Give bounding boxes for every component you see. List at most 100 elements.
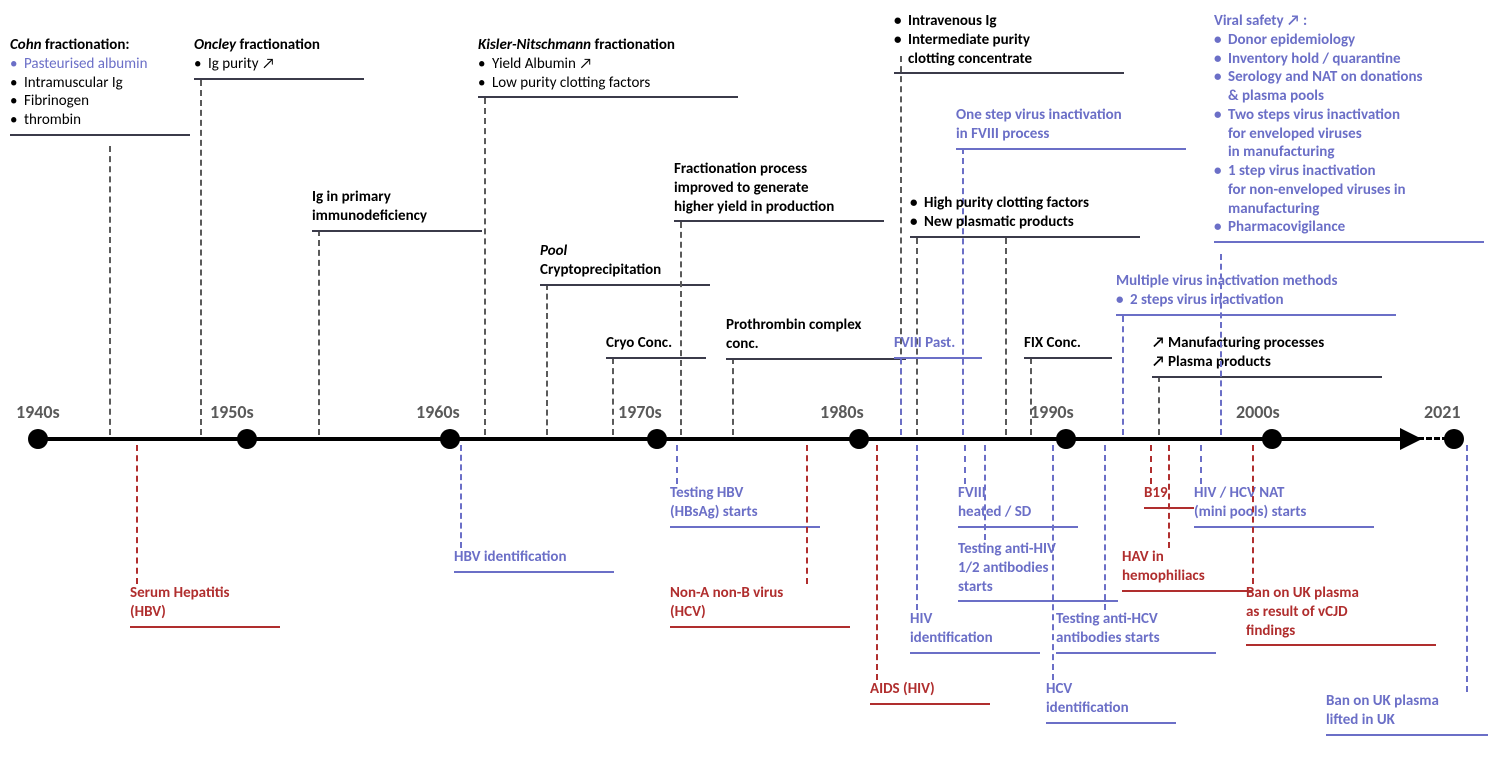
ban-uk-plasma-lifted: Ban on UK plasmalifted in UK bbox=[1326, 692, 1488, 736]
callout-underline bbox=[1326, 734, 1488, 736]
callout-text: Non-A non-B virus bbox=[670, 584, 850, 603]
callout-text: Testing anti-HIV bbox=[958, 540, 1118, 559]
callout-title: Multiple virus inactivation methods bbox=[1116, 272, 1396, 291]
callout-bullet-cont: for non-enveloped viruses in bbox=[1214, 181, 1484, 200]
decade-dot bbox=[1262, 429, 1282, 449]
callout-title: FVIII Past. bbox=[894, 334, 982, 353]
callout-underline bbox=[910, 652, 1040, 654]
callout-underline bbox=[454, 571, 614, 573]
callout-title: Cryo Conc. bbox=[606, 334, 706, 353]
callout-bullet-cont: & plasma pools bbox=[1214, 87, 1484, 106]
callout-text: (mini pools) starts bbox=[1194, 503, 1374, 522]
callout-text: hemophiliacs bbox=[1122, 567, 1252, 586]
callout-underline bbox=[670, 526, 820, 528]
callout-bullet: Pharmacovigilance bbox=[1214, 218, 1484, 237]
aids-hiv: AIDS (HIV) bbox=[870, 680, 990, 705]
callout-underline bbox=[1194, 526, 1374, 528]
connector-line bbox=[1200, 445, 1202, 484]
callout-text: (HCV) bbox=[670, 603, 850, 622]
callout-text: starts bbox=[958, 578, 1118, 597]
hiv-hcv-nat: HIV / HCV NAT(mini pools) starts bbox=[1194, 484, 1374, 528]
connector-line bbox=[318, 230, 320, 435]
testing-anti-hiv: Testing anti-HIV1/2 antibodiesstarts bbox=[958, 540, 1118, 602]
connector-line bbox=[1252, 445, 1254, 584]
callout-underline bbox=[670, 626, 850, 628]
decade-label: 1990s bbox=[1030, 401, 1074, 423]
callout-bullet: Pasteurised albumin bbox=[10, 55, 190, 74]
callout-underline bbox=[1046, 722, 1176, 724]
callout-underline bbox=[1214, 241, 1484, 243]
connector-line bbox=[460, 445, 462, 548]
callout-text: Ban on UK plasma bbox=[1326, 692, 1488, 711]
connector-line bbox=[1104, 445, 1106, 610]
callout-underline bbox=[894, 357, 982, 359]
callout-underline bbox=[1056, 652, 1216, 654]
callout-text: heated / SD bbox=[958, 503, 1078, 522]
callout-title: Ig in primary bbox=[312, 188, 482, 207]
callout-title: Cryptoprecipitation bbox=[540, 261, 710, 280]
viral-safety: Viral safety ↗ :Donor epidemiologyInvent… bbox=[1214, 12, 1484, 243]
serum-hepatitis: Serum Hepatitis(HBV) bbox=[130, 584, 280, 628]
callout-title: Fractionation process bbox=[674, 160, 884, 179]
callout-bullet: Intermediate purity bbox=[894, 31, 1124, 50]
callout-underline bbox=[312, 230, 482, 232]
callout-title: FIX Conc. bbox=[1024, 334, 1112, 353]
callout-bullet-cont: for enveloped viruses bbox=[1214, 125, 1484, 144]
callout-text: (HBsAg) starts bbox=[670, 503, 820, 522]
callout-bullet: New plasmatic products bbox=[910, 213, 1140, 232]
callout-underline bbox=[1122, 590, 1252, 592]
callout-title: One step virus inactivation bbox=[956, 106, 1186, 125]
connector-line bbox=[1220, 254, 1222, 435]
connector-line bbox=[612, 358, 614, 435]
connector-line bbox=[546, 284, 548, 435]
callout-bullet: Yield Albumin ↗ bbox=[478, 55, 738, 74]
fractionation-improved: Fractionation processimproved to generat… bbox=[674, 160, 884, 222]
callout-underline bbox=[1024, 357, 1112, 359]
multiple-virus-inactivation: Multiple virus inactivation methods2 ste… bbox=[1116, 272, 1396, 316]
callout-underline bbox=[726, 358, 906, 360]
callout-underline bbox=[478, 96, 738, 98]
callout-title: Kisler-Nitschmann fractionation bbox=[478, 36, 738, 55]
callout-bullet: Ig purity ↗ bbox=[194, 55, 364, 74]
callout-bullet: Intramuscular Ig bbox=[10, 74, 190, 93]
callout-text: identification bbox=[910, 629, 1040, 648]
callout-text: Serum Hepatitis bbox=[130, 584, 280, 603]
callout-underline bbox=[10, 134, 190, 136]
pool-cryoprecipitation: PoolCryptoprecipitation bbox=[540, 242, 710, 286]
decade-dot bbox=[1056, 429, 1076, 449]
callout-text: lifted in UK bbox=[1326, 711, 1488, 730]
ivig-intermediate-purity: Intravenous IgIntermediate purityclottin… bbox=[894, 12, 1124, 74]
callout-bullet: 1 step virus inactivation bbox=[1214, 162, 1484, 181]
callout-bullet: Low purity clotting factors bbox=[478, 74, 738, 93]
connector-line bbox=[109, 146, 111, 435]
callout-bullet: Fibrinogen bbox=[10, 92, 190, 111]
connector-line bbox=[806, 445, 808, 584]
callout-title: Viral safety ↗ : bbox=[1214, 12, 1484, 31]
hiv-identification: HIVidentification bbox=[910, 610, 1040, 654]
connector-line bbox=[962, 148, 964, 435]
ig-primary-immunodeficiency: Ig in primaryimmunodeficiency bbox=[312, 188, 482, 232]
callout-underline bbox=[956, 148, 1186, 150]
prothrombin-complex: Prothrombin complexconc. bbox=[726, 316, 906, 360]
callout-text: 1/2 antibodies bbox=[958, 559, 1118, 578]
callout-text: HAV in bbox=[1122, 548, 1252, 567]
callout-text: HIV bbox=[910, 610, 1040, 629]
callout-underline bbox=[910, 236, 1140, 238]
fix-conc: FIX Conc. bbox=[1024, 334, 1112, 359]
callout-underline bbox=[194, 78, 364, 80]
callout-title: improved to generate bbox=[674, 179, 884, 198]
callout-underline bbox=[674, 220, 884, 222]
cohn-fractionation: Cohn fractionation:Pasteurised albuminIn… bbox=[10, 36, 190, 136]
connector-line bbox=[900, 358, 902, 435]
callout-title: in FVIII process bbox=[956, 125, 1186, 144]
one-step-virus-inactivation: One step virus inactivationin FVIII proc… bbox=[956, 106, 1186, 150]
callout-title: Pool bbox=[540, 242, 710, 261]
connector-line bbox=[680, 222, 682, 435]
testing-anti-hcv: Testing anti-HCVantibodies starts bbox=[1056, 610, 1216, 654]
callout-bullet: 2 steps virus inactivation bbox=[1116, 291, 1396, 310]
callout-text: Testing anti-HCV bbox=[1056, 610, 1216, 629]
decade-label: 1950s bbox=[210, 401, 254, 423]
callout-title: Oncley fractionation bbox=[194, 36, 364, 55]
callout-bullet-cont: manufacturing bbox=[1214, 200, 1484, 219]
connector-line bbox=[964, 445, 966, 484]
